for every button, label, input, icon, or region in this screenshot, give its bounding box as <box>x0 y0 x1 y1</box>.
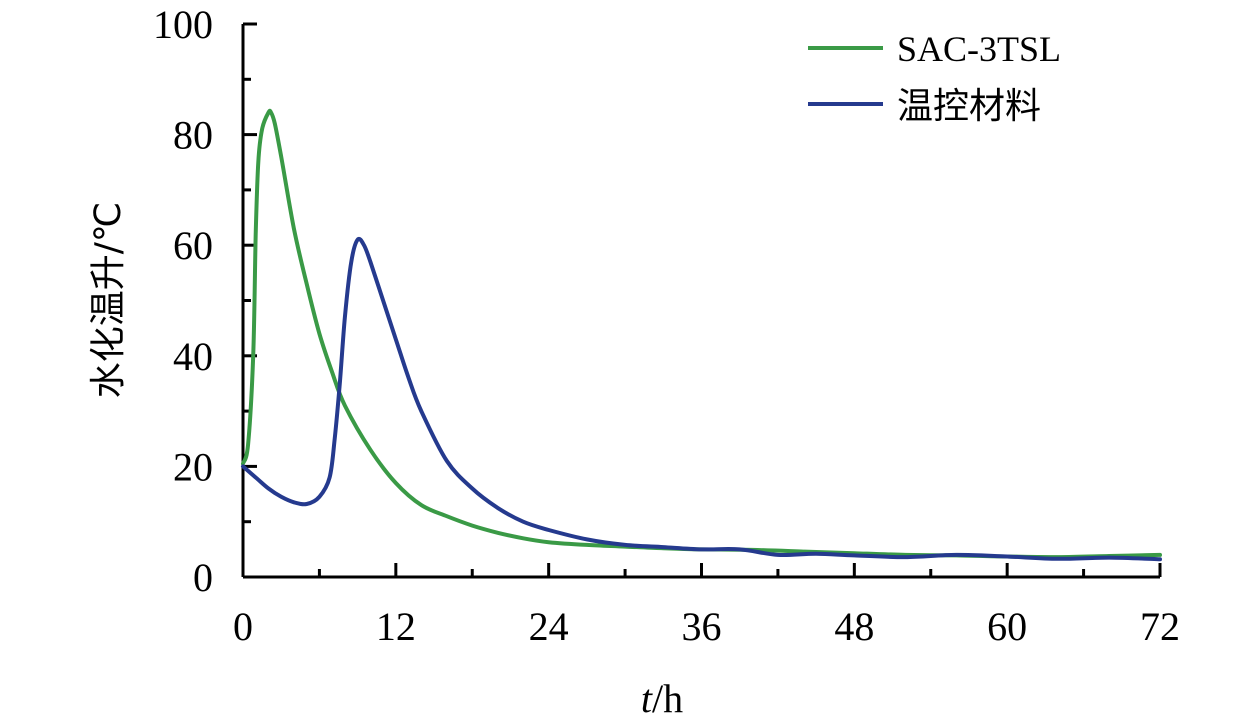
x-tick-label: 60 <box>987 604 1027 649</box>
x-tick-label: 24 <box>529 604 569 649</box>
series-line-temp-control <box>241 236 1162 562</box>
y-tick-label: 60 <box>173 223 213 268</box>
y-axis-title: 水化温升/℃ <box>88 202 129 399</box>
legend-label-sac-3tsl: SAC-3TSL <box>897 29 1061 69</box>
x-ticks: 0 12 24 36 48 60 72 <box>233 563 1180 649</box>
legend-item-temp-control: 温控材料 <box>808 86 1041 126</box>
y-tick-label: 40 <box>173 334 213 379</box>
x-axis-title: t/h <box>641 676 683 721</box>
x-axis-title-unit: /h <box>652 676 683 721</box>
legend: SAC-3TSL 温控材料 <box>808 29 1061 126</box>
y-ticks: 0 20 40 60 80 100 <box>153 2 257 600</box>
legend-item-sac-3tsl: SAC-3TSL <box>808 29 1061 69</box>
series-group <box>241 108 1162 562</box>
x-tick-label: 36 <box>682 604 722 649</box>
x-tick-label: 12 <box>376 604 416 649</box>
series-line-sac-3tsl <box>241 108 1162 560</box>
y-tick-label: 0 <box>193 555 213 600</box>
x-tick-label: 48 <box>834 604 874 649</box>
x-axis-title-variable: t <box>641 676 653 721</box>
legend-label-temp-control: 温控材料 <box>897 86 1041 126</box>
y-tick-label: 100 <box>153 2 213 47</box>
y-tick-label: 80 <box>173 113 213 158</box>
y-tick-label: 20 <box>173 444 213 489</box>
x-tick-label: 0 <box>233 604 253 649</box>
x-tick-label: 72 <box>1140 604 1180 649</box>
